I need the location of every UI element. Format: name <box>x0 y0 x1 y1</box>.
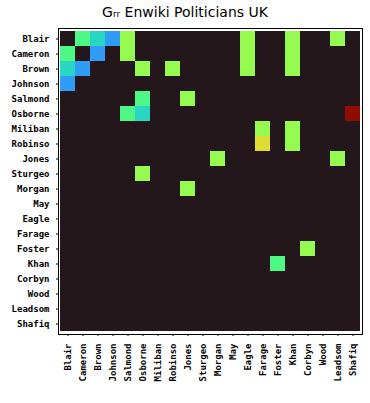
svg-text:Corbyn: Corbyn <box>303 344 313 377</box>
svg-text:Osborne: Osborne <box>12 109 51 119</box>
svg-text:Foster: Foster <box>17 244 50 254</box>
svg-text:Eagle: Eagle <box>243 343 253 371</box>
svg-text:Robinso: Robinso <box>168 344 178 382</box>
svg-text:Eagle: Eagle <box>22 214 50 224</box>
svg-text:Cameron: Cameron <box>12 49 50 59</box>
svg-text:Sturgeo: Sturgeo <box>12 169 50 179</box>
svg-text:Jones: Jones <box>183 344 193 371</box>
svg-text:Johnson: Johnson <box>12 79 50 89</box>
svg-text:Miliban: Miliban <box>153 344 163 382</box>
svg-text:May: May <box>33 199 50 209</box>
svg-text:Foster: Foster <box>273 343 283 376</box>
svg-text:Wood: Wood <box>28 289 50 299</box>
svg-text:Khan: Khan <box>288 344 298 366</box>
svg-text:May: May <box>228 343 238 360</box>
svg-text:Wood: Wood <box>318 344 328 366</box>
svg-text:Johnson: Johnson <box>108 344 118 382</box>
svg-text:Morgan: Morgan <box>17 184 50 194</box>
svg-text:Cameron: Cameron <box>78 344 88 382</box>
svg-text:Leadsom: Leadsom <box>333 343 343 382</box>
svg-text:Farage: Farage <box>258 343 268 376</box>
html-text:Gᵣᵣ Enwiki Politicians UK: Gᵣᵣ Enwiki Politicians UK <box>102 4 268 20</box>
svg-text:Miliban: Miliban <box>12 124 50 134</box>
svg-text:Blair: Blair <box>22 34 50 44</box>
svg-text:Shafiq: Shafiq <box>348 344 358 377</box>
svg-text:Robinso: Robinso <box>12 139 50 149</box>
svg-text:Osborne: Osborne <box>138 343 148 382</box>
svg-text:Leadsom: Leadsom <box>12 304 51 314</box>
svg-text:Khan: Khan <box>28 259 50 269</box>
svg-text:Salmond: Salmond <box>123 344 133 382</box>
svg-text:Corbyn: Corbyn <box>17 274 50 284</box>
svg-text:Sturgeo: Sturgeo <box>198 344 208 382</box>
svg-text:Farage: Farage <box>17 229 50 239</box>
svg-text:Salmond: Salmond <box>12 94 50 104</box>
svg-text:Shafiq: Shafiq <box>17 319 50 329</box>
svg-text:Jones: Jones <box>22 154 49 164</box>
svg-text:Morgan: Morgan <box>213 344 223 377</box>
svg-text:Brown: Brown <box>93 344 103 371</box>
svg-text:Blair: Blair <box>63 343 73 371</box>
svg-text:Brown: Brown <box>22 64 49 74</box>
